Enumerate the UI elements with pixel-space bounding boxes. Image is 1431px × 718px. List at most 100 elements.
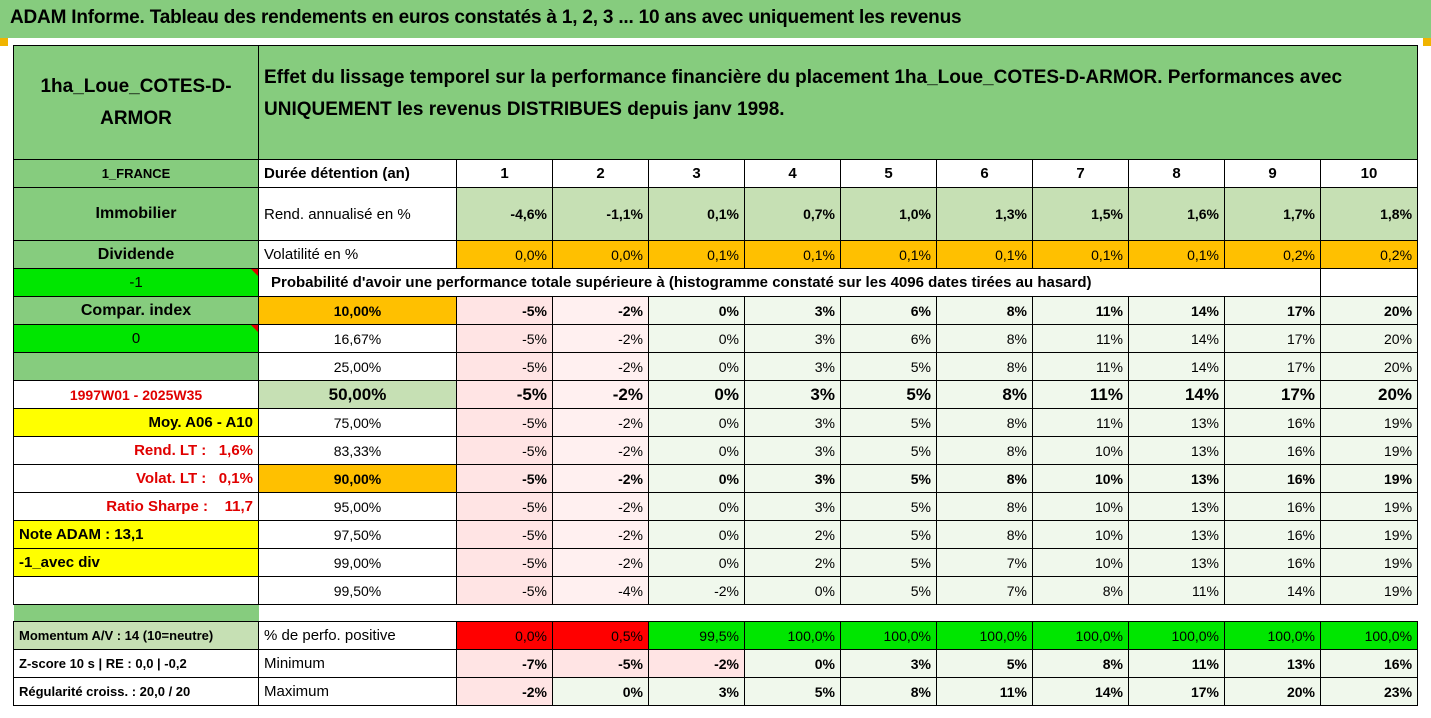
percentile-cell: 5% xyxy=(840,436,937,465)
percentile-cell: 3% xyxy=(744,464,841,493)
rend-row: Immobilier Rend. annualisé en % -4,6% -1… xyxy=(13,187,1419,241)
percentile-label: 75,00% xyxy=(258,408,457,437)
year-cell: 5 xyxy=(840,159,937,188)
percentile-cell: 17% xyxy=(1224,352,1321,381)
rend-cell: 1,5% xyxy=(1032,187,1129,241)
percentile-cell: 0% xyxy=(648,464,745,493)
vol-cell: 0,0% xyxy=(456,240,553,269)
empty-cell xyxy=(1319,268,1419,297)
max-label: Maximum xyxy=(258,677,457,706)
max-cell: 3% xyxy=(648,677,745,706)
percentile-cell: -5% xyxy=(456,520,553,549)
percentile-cell: 3% xyxy=(744,296,841,325)
percentile-cell: -2% xyxy=(552,548,649,577)
percentile-cell: 8% xyxy=(936,380,1033,409)
percentile-cell: 16% xyxy=(1224,520,1321,549)
percentile-row: 0 16,67% -5% -2% 0% 3% 6% 8% 11% 14% 17% 20% xyxy=(13,324,1419,353)
proba-title-row: -1 Probabilité d'avoir une performance t… xyxy=(13,268,1419,297)
rend-cell: -1,1% xyxy=(552,187,649,241)
variant-label: -1_avec div xyxy=(13,548,259,577)
percentile-cell: 20% xyxy=(1319,352,1419,381)
percentile-cell: -5% xyxy=(456,324,553,353)
percentile-cell: -2% xyxy=(648,576,745,605)
percentile-cell: 10% xyxy=(1032,436,1129,465)
percentile-cell: 17% xyxy=(1224,380,1321,409)
spacer-cell xyxy=(259,605,1418,622)
percentile-cell: -5% xyxy=(456,296,553,325)
year-cell: 4 xyxy=(744,159,841,188)
percentile-cell: -2% xyxy=(552,296,649,325)
min-cell: 5% xyxy=(936,649,1033,678)
vol-cell: 0,1% xyxy=(936,240,1033,269)
zscore-label: Z-score 10 s | RE : 0,0 | -0,2 xyxy=(13,649,259,678)
percentile-cell: 3% xyxy=(744,352,841,381)
rend-cell: 0,7% xyxy=(744,187,841,241)
percentile-row: Moy. A06 - A10 75,00% -5% -2% 0% 3% 5% 8% 11% 13%… xyxy=(13,408,1419,437)
compar-value[interactable]: 0 xyxy=(13,324,259,353)
title-row: 1ha_Loue_COTES-D-ARMOR Effet du lissage … xyxy=(13,45,1419,160)
pos-row: Momentum A/V : 14 (10=neutre) % de perfo… xyxy=(13,621,1419,650)
percentile-cell: 13% xyxy=(1128,464,1225,493)
min-cell: 3% xyxy=(840,649,937,678)
rend-cell: 1,0% xyxy=(840,187,937,241)
pos-cell: 0,0% xyxy=(456,621,553,650)
percentile-cell: 0% xyxy=(648,548,745,577)
code-cell[interactable]: -1 xyxy=(13,268,259,297)
min-cell: -2% xyxy=(648,649,745,678)
vol-cell: 0,1% xyxy=(1032,240,1129,269)
description-line-2: UNIQUEMENT les revenus DISTRIBUES depuis… xyxy=(264,99,785,120)
percentile-cell: 3% xyxy=(744,492,841,521)
max-cell: -2% xyxy=(456,677,553,706)
percentile-label: 97,50% xyxy=(258,520,457,549)
percentile-cell: 3% xyxy=(744,436,841,465)
percentile-cell: -2% xyxy=(552,492,649,521)
percentile-cell: 14% xyxy=(1128,324,1225,353)
year-cell: 1 xyxy=(456,159,553,188)
compar-label: Compar. index xyxy=(13,296,259,325)
percentile-cell: -5% xyxy=(456,492,553,521)
percentile-cell: 11% xyxy=(1032,352,1129,381)
percentile-label: 50,00% xyxy=(258,380,457,409)
percentile-row: Ratio Sharpe : 11,7 95,00% -5% -2% 0% 3% 5% 8% 1… xyxy=(13,492,1419,521)
percentile-row: Volat. LT : 0,1% 90,00% -5% -2% 0% 3% 5% 8% 10% 1… xyxy=(13,464,1419,493)
percentile-label: 16,67% xyxy=(258,324,457,353)
percentile-rows: Compar. index 10,00% -5% -2% 0% 3% 6% 8% 11% 14% 1… xyxy=(13,296,1419,605)
percentile-cell: 5% xyxy=(840,548,937,577)
min-cell: 11% xyxy=(1128,649,1225,678)
percentile-cell: 20% xyxy=(1319,324,1419,353)
vol-cell: 0,0% xyxy=(552,240,649,269)
percentile-cell: 14% xyxy=(1224,576,1321,605)
vol-row: Dividende Volatilité en % 0,0% 0,0% 0,1%… xyxy=(13,240,1419,269)
percentile-cell: -5% xyxy=(456,380,553,409)
percentile-row: 99,50% -5% -4% -2% 0% 5% 7% 8% 11% 14% 19% xyxy=(13,576,1419,605)
pos-cell: 100,0% xyxy=(1128,621,1225,650)
percentile-cell: -2% xyxy=(552,324,649,353)
pos-cell: 100,0% xyxy=(1032,621,1129,650)
spacer-cell xyxy=(13,604,259,622)
percentile-cell: 11% xyxy=(1128,576,1225,605)
years-row: 1_FRANCE Durée détention (an) 1 2 3 4 5 … xyxy=(13,159,1419,188)
percentile-cell: 3% xyxy=(744,380,841,409)
percentile-cell: 13% xyxy=(1128,436,1225,465)
min-label: Minimum xyxy=(258,649,457,678)
percentile-cell: 5% xyxy=(840,380,937,409)
max-cell: 8% xyxy=(840,677,937,706)
percentile-cell: 8% xyxy=(1032,576,1129,605)
min-cell: 13% xyxy=(1224,649,1321,678)
percentile-label: 83,33% xyxy=(258,436,457,465)
percentile-cell: 8% xyxy=(936,408,1033,437)
percentile-cell: 0% xyxy=(648,296,745,325)
percentile-cell: -2% xyxy=(552,520,649,549)
percentile-row: Note ADAM : 13,1 97,50% -5% -2% 0% 2% 5% 8% 10% 1… xyxy=(13,520,1419,549)
percentile-cell: 13% xyxy=(1128,520,1225,549)
rend-cell: 0,1% xyxy=(648,187,745,241)
sharpe-label: Ratio Sharpe : 11,7 xyxy=(13,492,259,521)
rend-cell: 1,7% xyxy=(1224,187,1321,241)
note-label: Note ADAM : 13,1 xyxy=(13,520,259,549)
corner-mark xyxy=(0,38,8,46)
percentile-cell: 10% xyxy=(1032,464,1129,493)
min-cell: -5% xyxy=(552,649,649,678)
percentile-cell: 19% xyxy=(1319,492,1419,521)
min-cell: 16% xyxy=(1319,649,1419,678)
proba-title: Probabilité d'avoir une performance tota… xyxy=(258,268,1225,297)
